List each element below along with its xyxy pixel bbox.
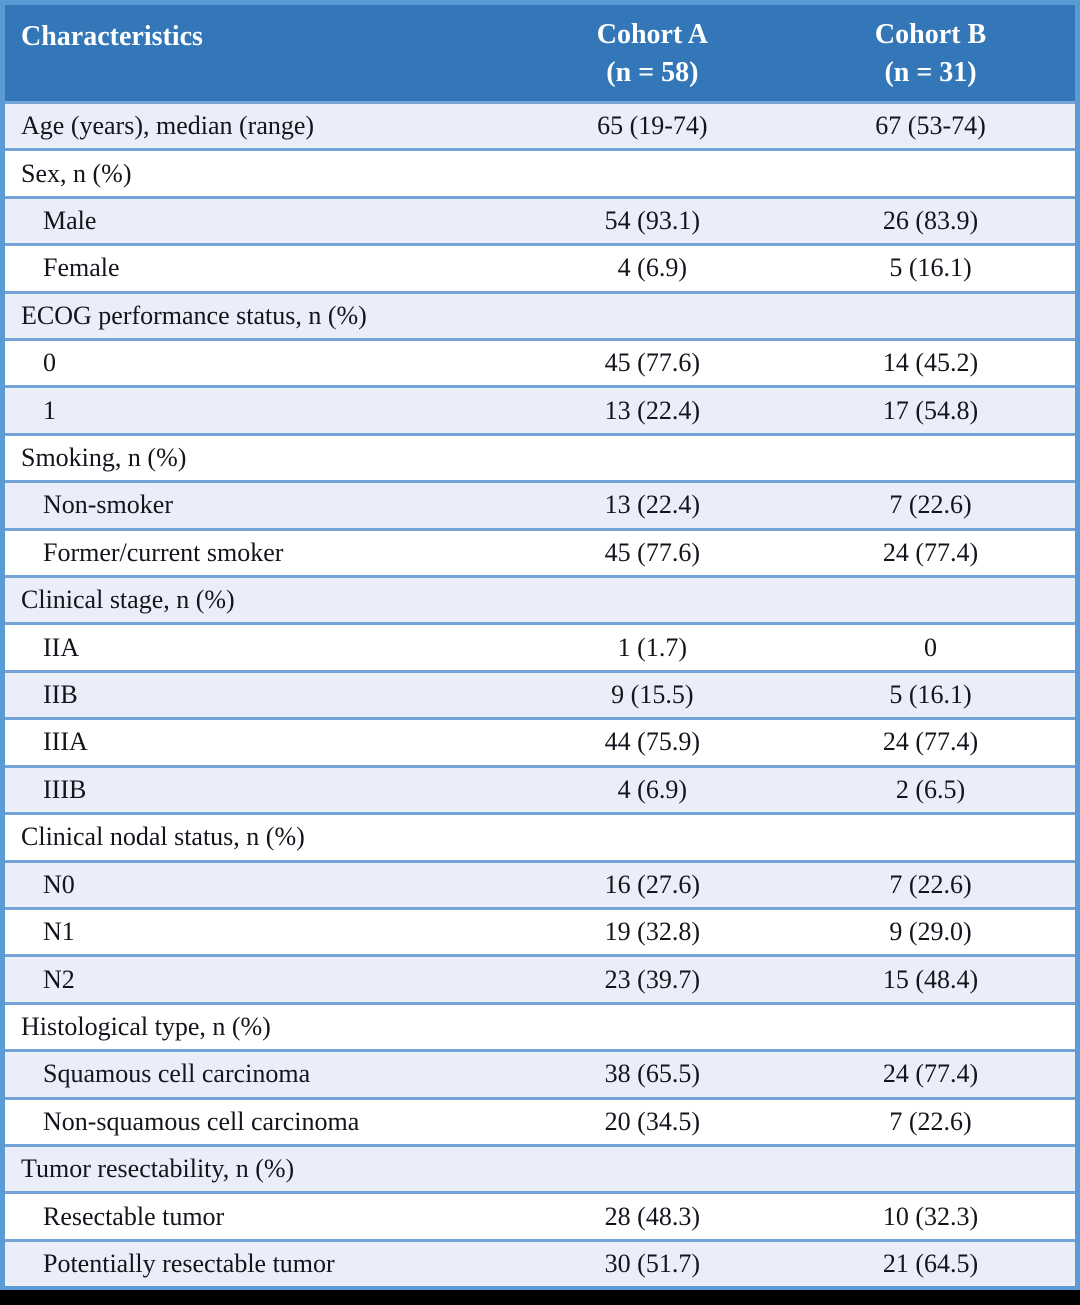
table-row: Former/current smoker 45 (77.6) 24 (77.4) [5,527,1075,576]
table-row: Sex, n (%) [5,148,1075,196]
table-row: IIIA 44 (75.9) 24 (77.4) [5,717,1075,765]
cohort-b-value: 24 (77.4) [882,1059,979,1089]
header-cohort-a-name: Cohort A [596,19,708,50]
row-label: N1 [43,917,75,947]
cohort-a-value: 44 (75.9) [604,727,700,757]
cohort-b-value: 9 (29.0) [889,917,972,947]
cohort-b-value: 24 (77.4) [882,727,979,757]
cohort-a-value: 54 (93.1) [604,206,700,236]
cohort-a-value: 16 (27.6) [604,869,700,899]
table-row: Clinical nodal status, n (%) [5,812,1075,860]
table-row: 0 45 (77.6) 14 (45.2) [5,338,1075,386]
cohort-a-value: 4 (6.9) [617,774,687,804]
table-row: IIB 9 (15.5) 5 (16.1) [5,669,1075,718]
cohort-a-value: 20 (34.5) [604,1106,700,1136]
table-row: N0 16 (27.6) 7 (22.6) [5,859,1075,907]
cohort-a-value: 19 (32.8) [604,917,700,947]
cohort-b-value: 10 (32.3) [882,1201,979,1231]
table-row: Male 54 (93.1) 26 (83.9) [5,195,1075,244]
row-label: Sex, n (%) [21,158,132,188]
bottom-black-bar [0,1290,1080,1305]
table-header-row: Characteristics Cohort A (n = 58) Cohort… [5,5,1075,101]
cohort-b-value: 5 (16.1) [889,680,972,710]
row-label: Former/current smoker [43,537,284,567]
row-label: N0 [43,869,75,899]
cohort-b-value: 26 (83.9) [882,206,979,236]
table-row: 1 13 (22.4) 17 (54.8) [5,385,1075,433]
table-row: Histological type, n (%) [5,1001,1075,1050]
cohort-a-value: 23 (39.7) [604,964,700,994]
header-cohort-b-name: Cohort B [874,19,987,50]
table-row: Squamous cell carcinoma 38 (65.5) 24 (77.4… [5,1049,1075,1097]
table-row: N2 23 (39.7) 15 (48.4) [5,954,1075,1002]
row-label: Non-smoker [43,490,173,520]
row-label: Clinical nodal status, n (%) [21,822,305,852]
table-row: Clinical stage, n (%) [5,575,1075,623]
row-label: Tumor resectability, n (%) [21,1154,295,1184]
header-characteristics: Characteristics [21,21,203,52]
row-label: 0 [43,348,56,378]
cohort-a-value: 38 (65.5) [604,1059,700,1089]
cohort-b-value: 17 (54.8) [882,395,979,425]
cohort-a-value: 45 (77.6) [604,348,700,378]
table-row: Resectable tumor 28 (48.3) 10 (32.3) [5,1191,1075,1239]
cohort-a-value: 1 (1.7) [617,632,687,662]
table-row: ECOG performance status, n (%) [5,290,1075,339]
cohort-a-value: 4 (6.9) [617,253,687,283]
cohort-b-value: 7 (22.6) [889,1106,972,1136]
row-label: Male [43,206,97,236]
cohort-b-value: 21 (64.5) [882,1248,979,1278]
cohort-b-value: 15 (48.4) [882,964,979,994]
header-cohort-b: Cohort B (n = 31) [786,5,1075,101]
cohort-b-value: 67 (53-74) [875,111,986,141]
row-label: Female [43,253,120,283]
cohort-b-value: 2 (6.5) [895,774,966,804]
row-label: Age (years), median (range) [21,111,315,141]
cohort-a-value: 65 (19-74) [597,111,708,141]
row-label: IIIB [43,774,87,804]
cohort-a-value: 45 (77.6) [604,537,700,567]
cohort-a-value: 13 (22.4) [604,395,700,425]
table-row: Potentially resectable tumor 30 (51.7) 21 … [5,1238,1075,1287]
cohort-b-value: 24 (77.4) [882,537,979,567]
row-label: N2 [43,964,75,994]
table-row: Smoking, n (%) [5,432,1075,481]
cohort-b-value: 0 [924,632,938,662]
row-label: IIIA [43,727,88,757]
row-label: Resectable tumor [43,1201,225,1231]
table-row: Female 4 (6.9) 5 (16.1) [5,243,1075,291]
table-row: Non-squamous cell carcinoma 20 (34.5) 7 (2… [5,1096,1075,1144]
cohort-b-value: 7 (22.6) [889,490,972,520]
table-row: Age (years), median (range) 65 (19-74) 67 … [5,101,1075,149]
row-label: IIB [43,680,78,710]
cohort-a-value: 28 (48.3) [604,1201,700,1231]
cohort-a-value: 30 (51.7) [604,1248,700,1278]
row-label: Non-squamous cell carcinoma [43,1106,360,1136]
table-row: Non-smoker 13 (22.4) 7 (22.6) [5,480,1075,528]
row-label: ECOG performance status, n (%) [21,300,367,330]
cohort-a-value: 13 (22.4) [604,490,700,520]
cohort-b-value: 7 (22.6) [889,869,972,899]
row-label: IIA [43,632,80,662]
table-row: Tumor resectability, n (%) [5,1143,1075,1192]
table-body: Age (years), median (range) 65 (19-74) 67 … [5,101,1075,1287]
row-label: 1 [43,395,56,425]
table-row: IIA 1 (1.7) 0 [5,622,1075,670]
cohort-b-value: 5 (16.1) [889,253,972,283]
row-label: Clinical stage, n (%) [21,585,235,615]
header-cohort-b-n: (n = 31) [884,57,977,88]
row-label: Histological type, n (%) [21,1011,271,1041]
row-label: Potentially resectable tumor [43,1248,335,1278]
table-row: IIIB 4 (6.9) 2 (6.5) [5,764,1075,813]
cohort-a-value: 9 (15.5) [611,680,694,710]
header-cohort-a: Cohort A (n = 58) [519,5,787,101]
cohort-b-value: 14 (45.2) [882,348,979,378]
table-row: N1 19 (32.8) 9 (29.0) [5,906,1075,955]
row-label: Squamous cell carcinoma [43,1059,311,1089]
row-label: Smoking, n (%) [21,443,187,473]
header-cohort-a-n: (n = 58) [606,57,699,88]
